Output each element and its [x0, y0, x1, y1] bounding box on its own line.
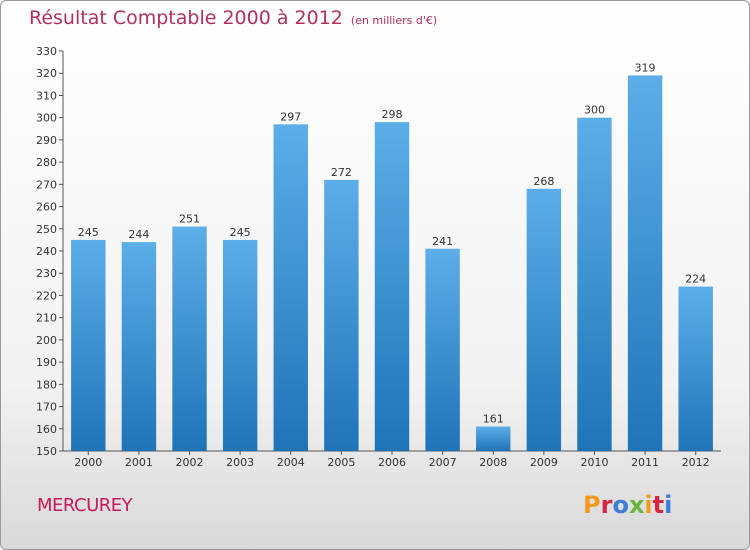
bars [71, 75, 713, 452]
data-label-2010: 300 [584, 104, 605, 117]
logo-letter: x [628, 491, 645, 519]
y-tick-label: 160 [36, 423, 57, 436]
y-tick-label: 220 [36, 289, 57, 302]
data-label-2012: 224 [685, 273, 706, 286]
logo-letter: r [600, 491, 613, 519]
bar-2002 [172, 226, 207, 451]
x-axis: 2000 2001 2002 2003 2004 2005 2006 2007 2008 2009… [63, 450, 721, 469]
y-tick-label: 190 [36, 356, 57, 369]
bar-2000 [71, 239, 106, 451]
bar-2010 [577, 117, 612, 452]
x-tick-label-2010: 2010 [580, 456, 608, 469]
bar-2008 [476, 426, 511, 451]
x-tick-label-2001: 2001 [125, 456, 153, 469]
town-name: MERCUREY [37, 495, 133, 516]
x-tick-label-2002: 2002 [176, 456, 204, 469]
bar-2001 [121, 242, 157, 451]
x-tick-label-2012: 2012 [682, 456, 710, 469]
data-label-2005: 272 [331, 166, 352, 179]
data-label-2003: 245 [230, 226, 251, 239]
y-tick-label: 310 [36, 89, 57, 102]
y-tick-label: 260 [36, 201, 57, 214]
data-label-2007: 241 [432, 235, 453, 248]
logo-letter: t [652, 491, 665, 519]
y-tick-label: 300 [36, 112, 57, 125]
x-tick-label-2006: 2006 [378, 456, 406, 469]
data-label-2009: 268 [533, 175, 554, 188]
data-label-2008: 161 [483, 413, 504, 426]
y-tick-label: 290 [36, 134, 57, 147]
y-tick-label: 240 [36, 245, 57, 258]
data-label-2004: 297 [280, 110, 301, 123]
logo-letter: P [583, 491, 601, 519]
bar-2004 [273, 124, 308, 451]
y-axis: 150 160 170 180 190 200 210 220 230 240 250 260 270 2… [36, 45, 64, 458]
y-tick-label: 330 [36, 45, 57, 58]
y-tick-label: 180 [36, 378, 57, 391]
bar-2007 [425, 248, 460, 451]
bar-2006 [374, 122, 410, 451]
data-label-2001: 244 [128, 228, 149, 241]
proxiti-logo: Proxiti [583, 491, 672, 519]
y-tick-label: 210 [36, 312, 57, 325]
x-tick-label-2005: 2005 [327, 456, 355, 469]
y-tick-label: 320 [36, 67, 57, 80]
logo-letter: i [664, 491, 673, 519]
logo-letter: i [644, 491, 653, 519]
y-tick-label: 270 [36, 178, 57, 191]
y-tick-label: 200 [36, 334, 57, 347]
data-label-2000: 245 [78, 226, 99, 239]
chart-title-text: Résultat Comptable 2000 à 2012 [29, 7, 343, 29]
bar-2005 [324, 179, 359, 451]
x-tick-label-2009: 2009 [530, 456, 558, 469]
x-tick-label-2007: 2007 [429, 456, 457, 469]
data-label-2011: 319 [635, 61, 656, 74]
data-labels: 245 244 251 245 297 272 298 241 161 268 300 319 224 [78, 61, 706, 425]
y-tick-label: 170 [36, 401, 57, 414]
y-tick-label: 230 [36, 267, 57, 280]
data-label-2006: 298 [382, 108, 403, 121]
bar-2003 [222, 239, 258, 451]
bar-2012 [678, 286, 713, 451]
bar-2009 [526, 188, 562, 451]
x-tick-label-2000: 2000 [74, 456, 102, 469]
x-tick-label-2004: 2004 [277, 456, 305, 469]
x-tick-label-2003: 2003 [226, 456, 254, 469]
x-tick-label-2011: 2011 [631, 456, 659, 469]
chart-subtitle: (en milliers d'€) [350, 14, 438, 27]
y-tick-label: 280 [36, 156, 57, 169]
y-tick-label: 150 [36, 445, 57, 458]
logo-letter: o [612, 491, 629, 519]
data-label-2002: 251 [179, 213, 200, 226]
x-tick-label-2008: 2008 [479, 456, 507, 469]
chart-title: Résultat Comptable 2000 à 2012 (en millie… [29, 7, 437, 29]
bar-2011 [627, 75, 663, 451]
y-tick-label: 250 [36, 223, 57, 236]
